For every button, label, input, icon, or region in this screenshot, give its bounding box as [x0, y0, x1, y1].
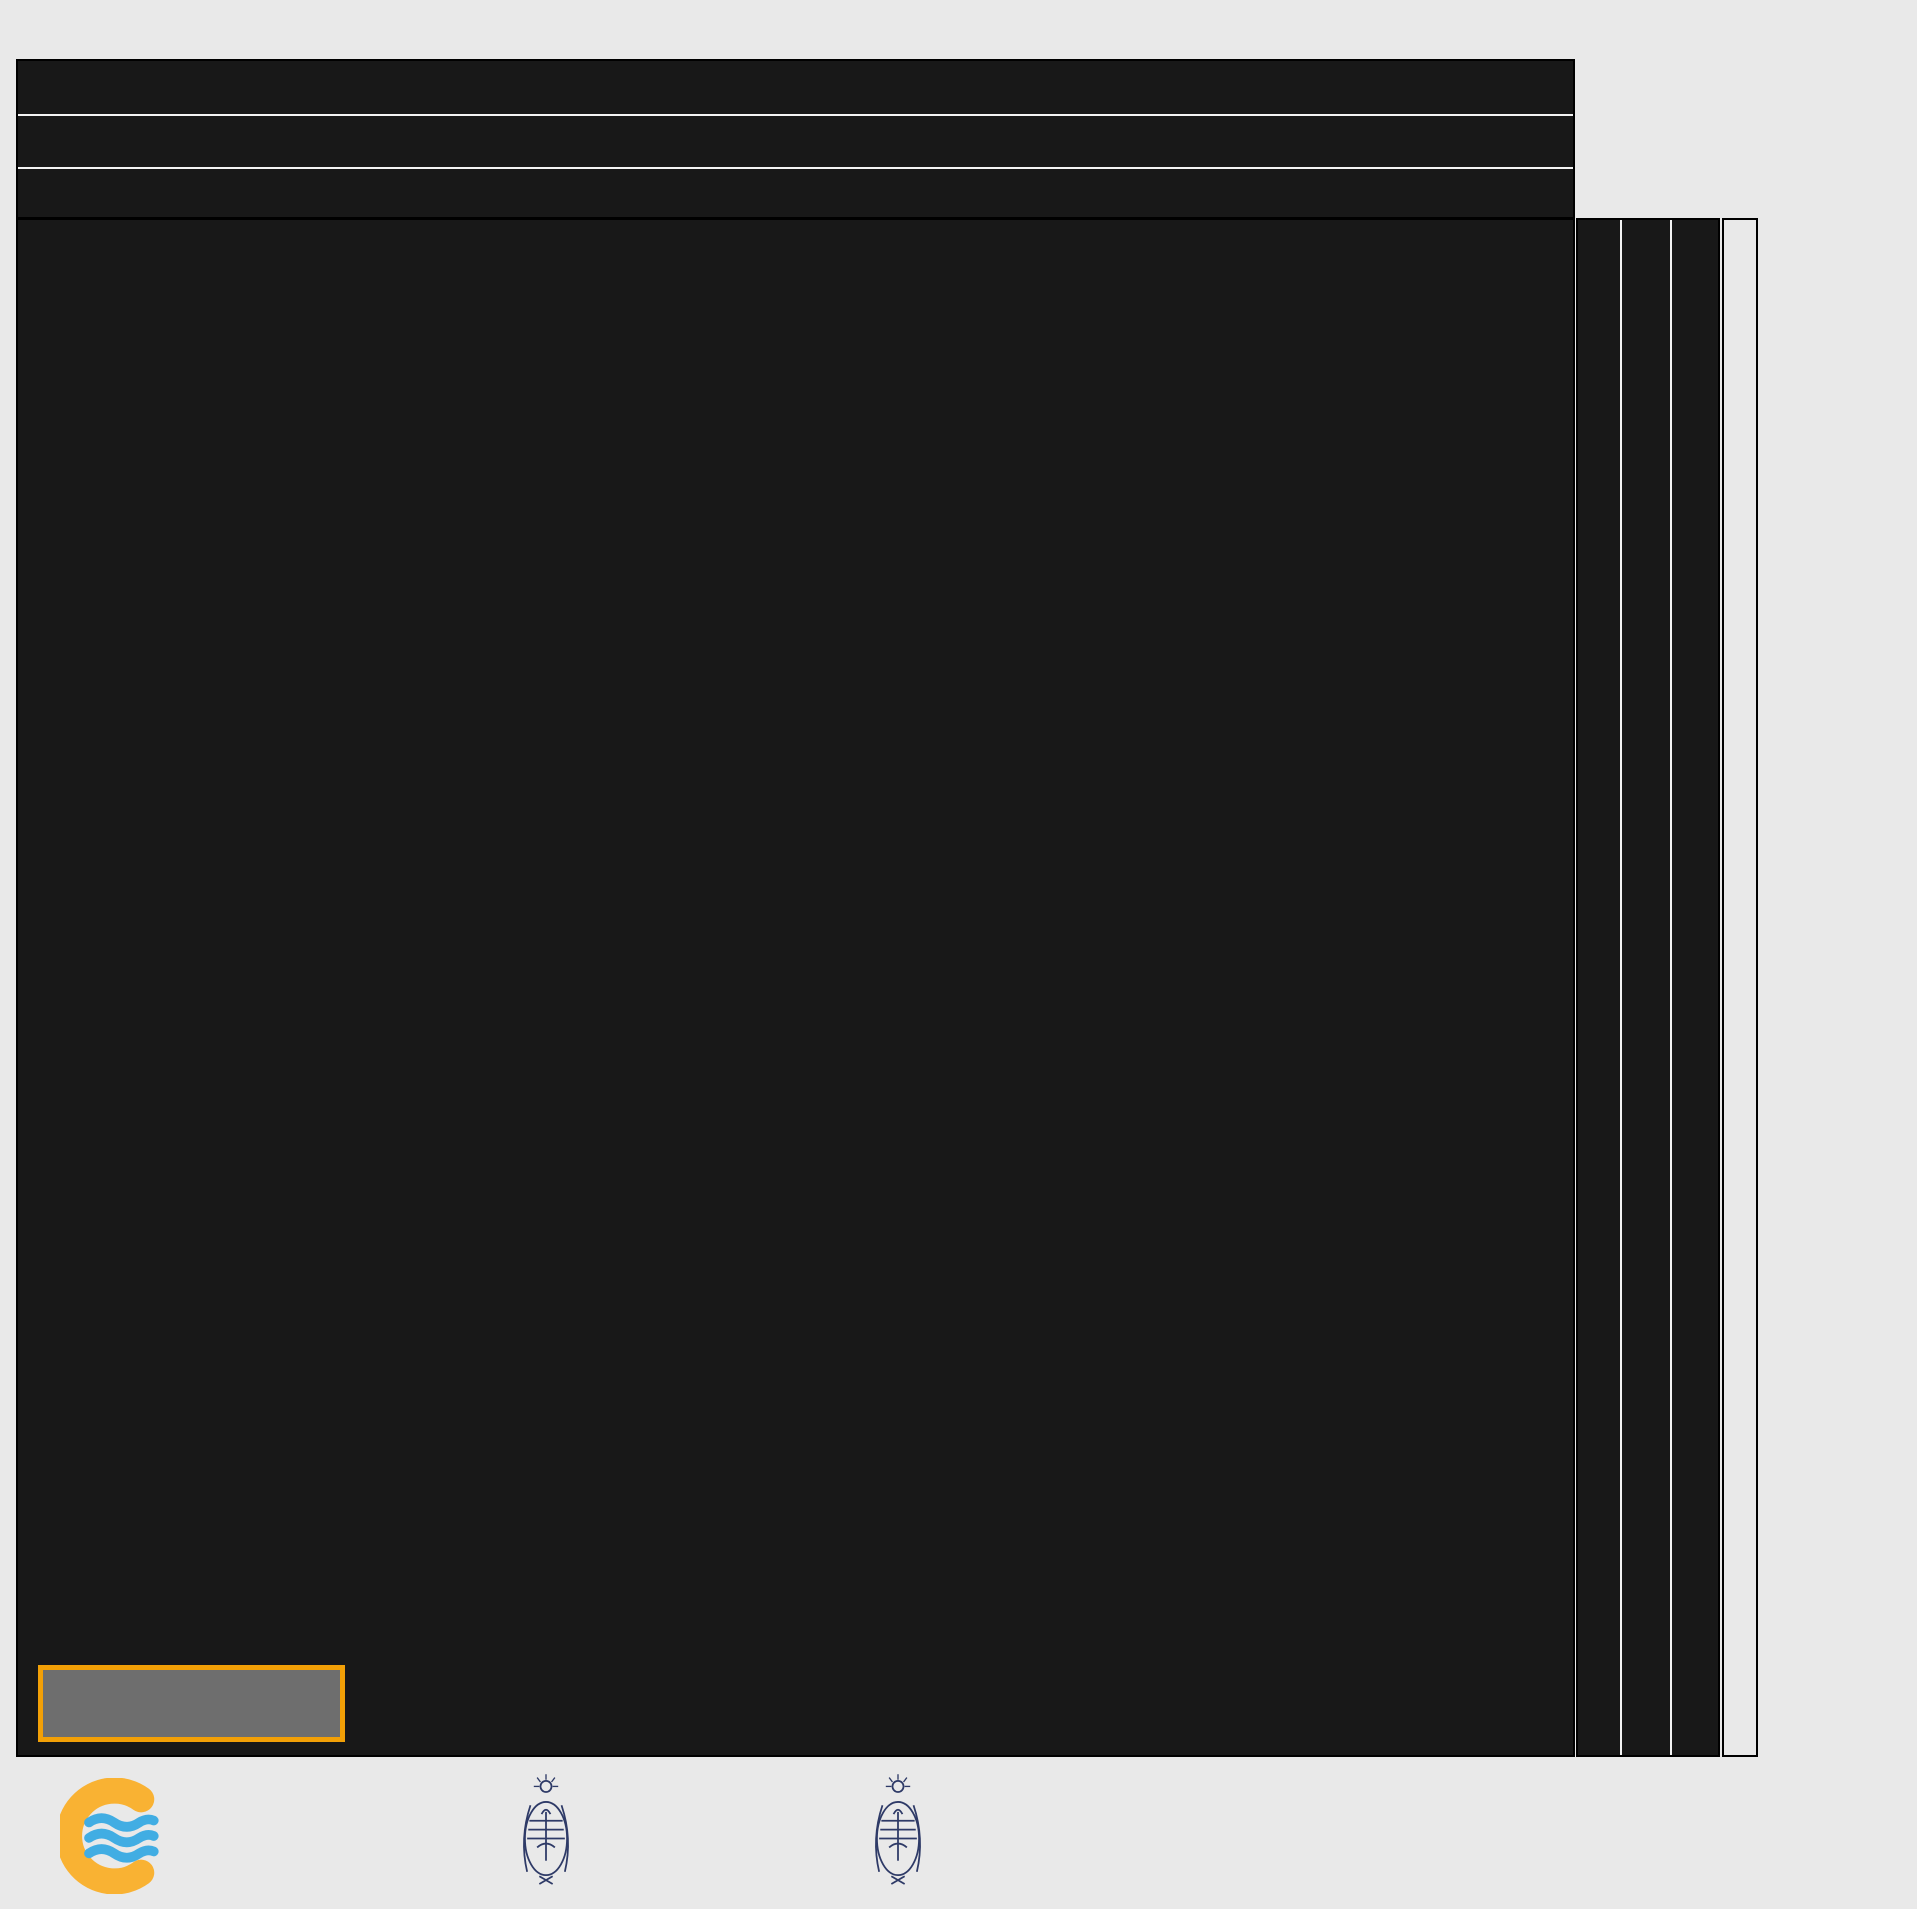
defensa-coat-of-arms-icon — [523, 1774, 569, 1885]
altitude-line-5km-vertical — [1620, 220, 1622, 1755]
cross-section-right-echoes — [1578, 220, 1718, 1755]
short-term-warnings-notice[interactable] — [38, 1665, 345, 1742]
economia-coat-of-arms-icon — [875, 1774, 921, 1885]
altitude-line-10km-vertical — [1670, 220, 1672, 1755]
radar-map-panel — [16, 218, 1575, 1757]
dbz-colorbar — [1722, 218, 1758, 1757]
cross-section-right-panel — [1576, 218, 1720, 1757]
smn-logo-icon — [60, 1778, 159, 1894]
cross-section-top-echoes — [18, 61, 1573, 217]
radar-map-graphics — [18, 220, 1573, 1755]
altitude-line-5km — [18, 167, 1573, 169]
altitude-line-10km — [18, 114, 1573, 116]
cross-section-top-panel — [16, 59, 1575, 219]
